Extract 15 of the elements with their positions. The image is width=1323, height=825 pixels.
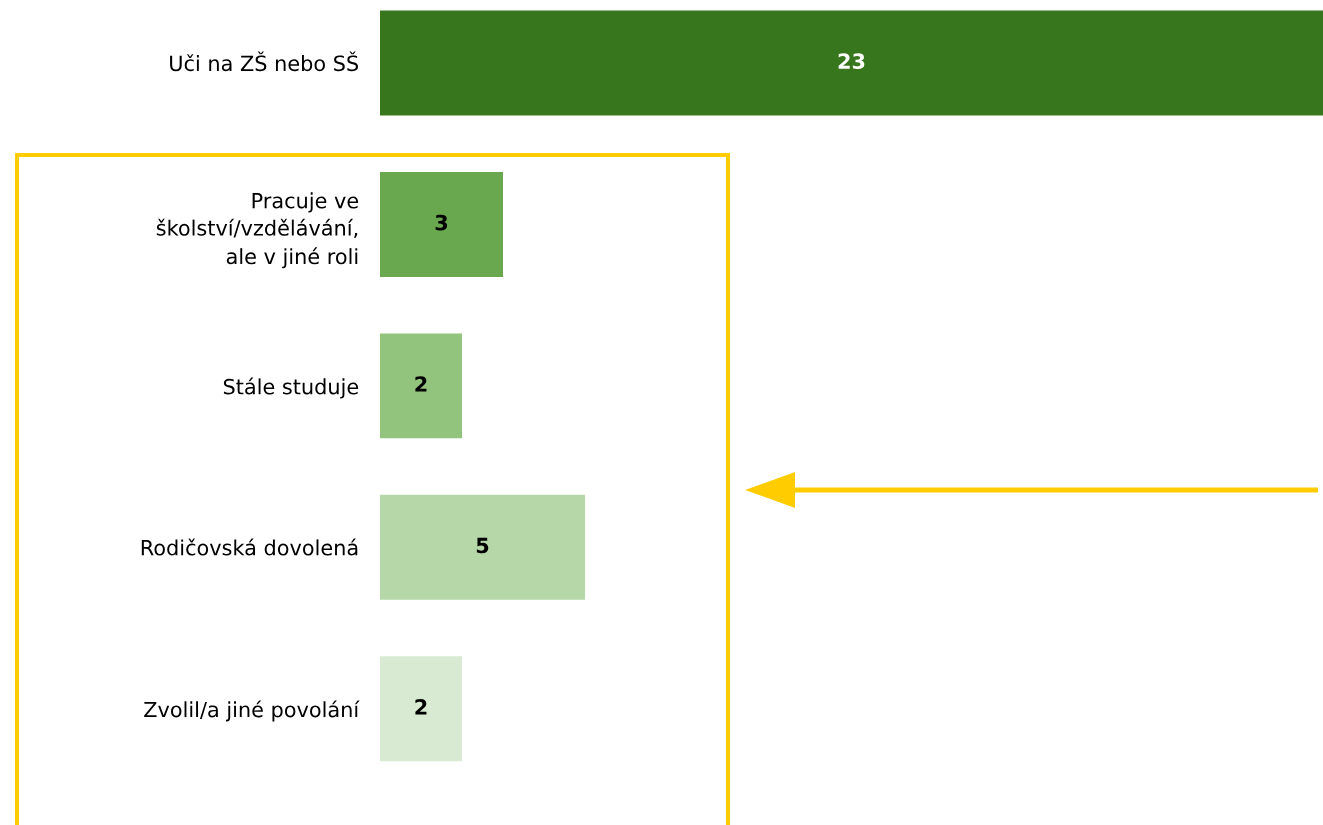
y-tick-label: Pracuje ve školství/vzdělávání, ale v jiné roli xyxy=(156,192,359,269)
bar xyxy=(380,494,585,600)
data-label: 2 xyxy=(415,376,427,392)
data-label: 2 xyxy=(415,699,427,715)
y-tick-label: Rodičovská dovolená xyxy=(141,538,358,556)
data-label: 3 xyxy=(435,214,448,231)
bar xyxy=(380,333,462,439)
bar xyxy=(380,171,503,277)
y-tick-label: Zvolil/a jiné povolání xyxy=(144,700,360,722)
y-tick-label: Stále studuje xyxy=(223,377,359,399)
data-label: 5 xyxy=(476,537,489,554)
bar xyxy=(380,656,462,762)
y-tick-label: Uči na ZŠ nebo SŠ xyxy=(170,51,358,72)
data-label: 23 xyxy=(838,53,865,70)
bar xyxy=(380,10,1323,116)
